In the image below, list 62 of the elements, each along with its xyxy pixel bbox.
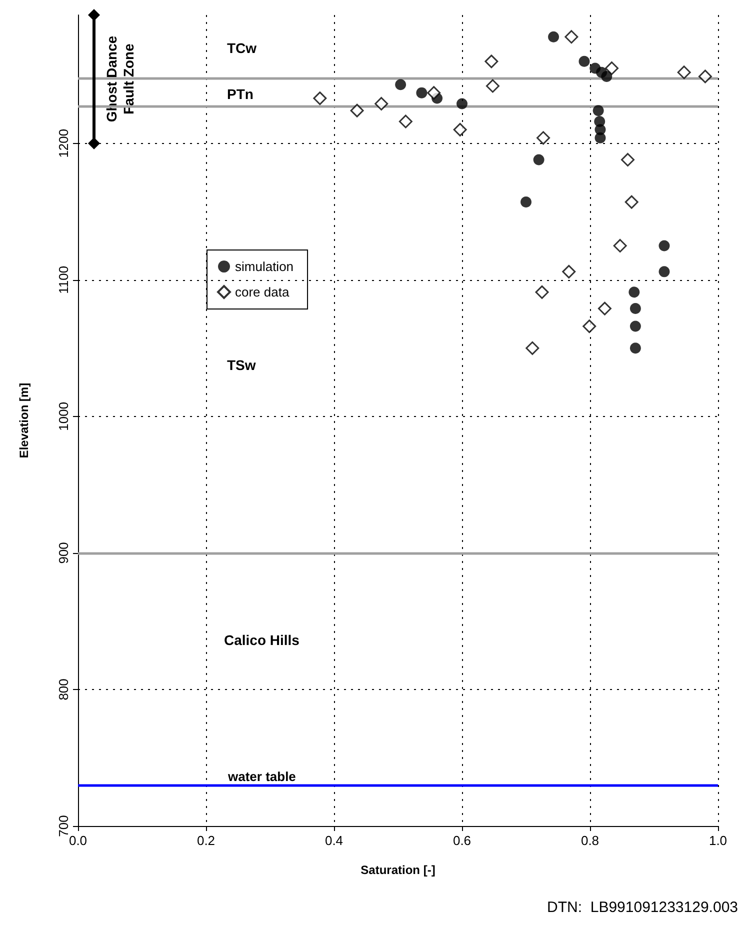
x-tick-label: 0.6 xyxy=(452,833,472,848)
text: DTN: LB991091233129.003 xyxy=(547,899,738,916)
point xyxy=(658,266,670,278)
point xyxy=(594,132,606,144)
point xyxy=(88,137,100,150)
x-tick-label: 0.4 xyxy=(324,833,344,848)
point xyxy=(456,98,468,110)
point xyxy=(601,70,612,82)
x-axis-title: Saturation [-] xyxy=(360,863,436,877)
point xyxy=(582,320,596,334)
point xyxy=(453,122,467,136)
point xyxy=(630,320,641,332)
point xyxy=(88,9,100,21)
y-tick-label: 700 xyxy=(56,815,71,837)
point xyxy=(374,96,388,110)
point xyxy=(698,70,712,84)
point xyxy=(484,54,498,68)
legend-label: simulation xyxy=(235,259,294,274)
y-tick-label: 800 xyxy=(56,678,71,700)
x-tick-label: 0.8 xyxy=(580,833,600,848)
y-tick-label: 1000 xyxy=(56,402,71,431)
point xyxy=(562,264,576,278)
point xyxy=(628,286,640,298)
point xyxy=(427,86,441,100)
x-tick-label: 0.0 xyxy=(68,833,88,848)
point xyxy=(564,30,578,44)
point xyxy=(592,105,604,116)
ref-line-label: water table xyxy=(227,769,296,784)
point xyxy=(605,61,619,75)
point xyxy=(548,31,560,42)
legend-label: core data xyxy=(235,284,290,300)
point xyxy=(526,341,540,355)
point xyxy=(677,66,691,80)
annotation: Calico Hills xyxy=(224,632,300,648)
point xyxy=(520,196,532,208)
point xyxy=(624,195,638,209)
point xyxy=(416,87,428,98)
point xyxy=(486,79,500,93)
point xyxy=(395,79,406,90)
x-tick-label: 0.2 xyxy=(196,833,216,848)
point xyxy=(398,114,412,128)
point xyxy=(613,238,627,252)
y-axis-title: Elevation [m] xyxy=(17,382,31,458)
y-tick-label: 900 xyxy=(56,542,71,564)
point xyxy=(598,302,612,316)
point xyxy=(578,56,590,67)
annotation: TCw xyxy=(227,40,257,56)
y-tick-label: 1200 xyxy=(56,128,71,158)
point xyxy=(350,104,364,118)
point xyxy=(630,303,641,314)
annotation: PTn xyxy=(227,86,254,102)
annotation: TSw xyxy=(227,357,256,373)
point xyxy=(535,285,549,299)
point xyxy=(630,342,641,354)
point xyxy=(313,92,327,106)
annotation: Ghost Dance Fault Zone xyxy=(104,36,136,122)
point xyxy=(658,240,670,252)
point xyxy=(533,154,544,166)
point xyxy=(621,152,635,166)
x-tick-label: 1.0 xyxy=(708,833,728,848)
point xyxy=(536,131,550,145)
y-tick-label: 1100 xyxy=(56,266,71,294)
